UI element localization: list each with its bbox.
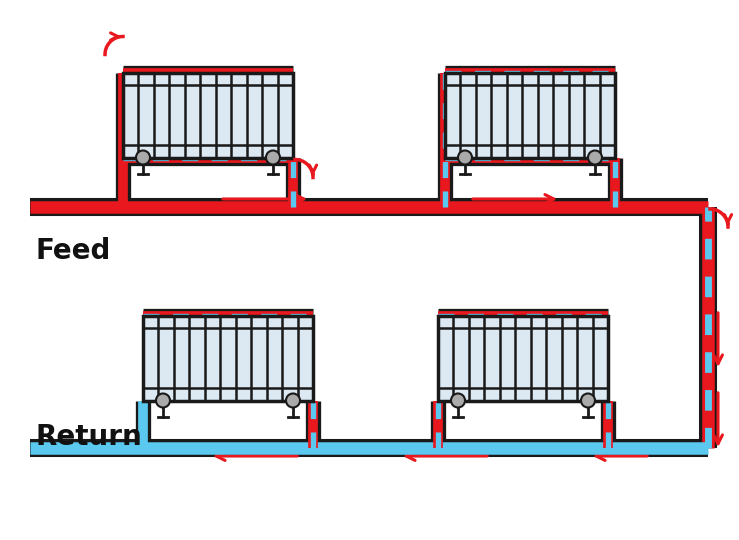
Bar [445, 72, 615, 158]
Circle shape [286, 394, 300, 408]
Text: Feed: Feed [35, 237, 110, 265]
Circle shape [451, 394, 465, 408]
Circle shape [266, 151, 280, 165]
Bar [438, 315, 608, 401]
Circle shape [458, 151, 472, 165]
Circle shape [588, 151, 602, 165]
Circle shape [136, 151, 150, 165]
Bar [123, 72, 293, 158]
Circle shape [156, 394, 170, 408]
Text: Return: Return [35, 423, 142, 451]
Bar [143, 315, 313, 401]
Circle shape [581, 394, 595, 408]
